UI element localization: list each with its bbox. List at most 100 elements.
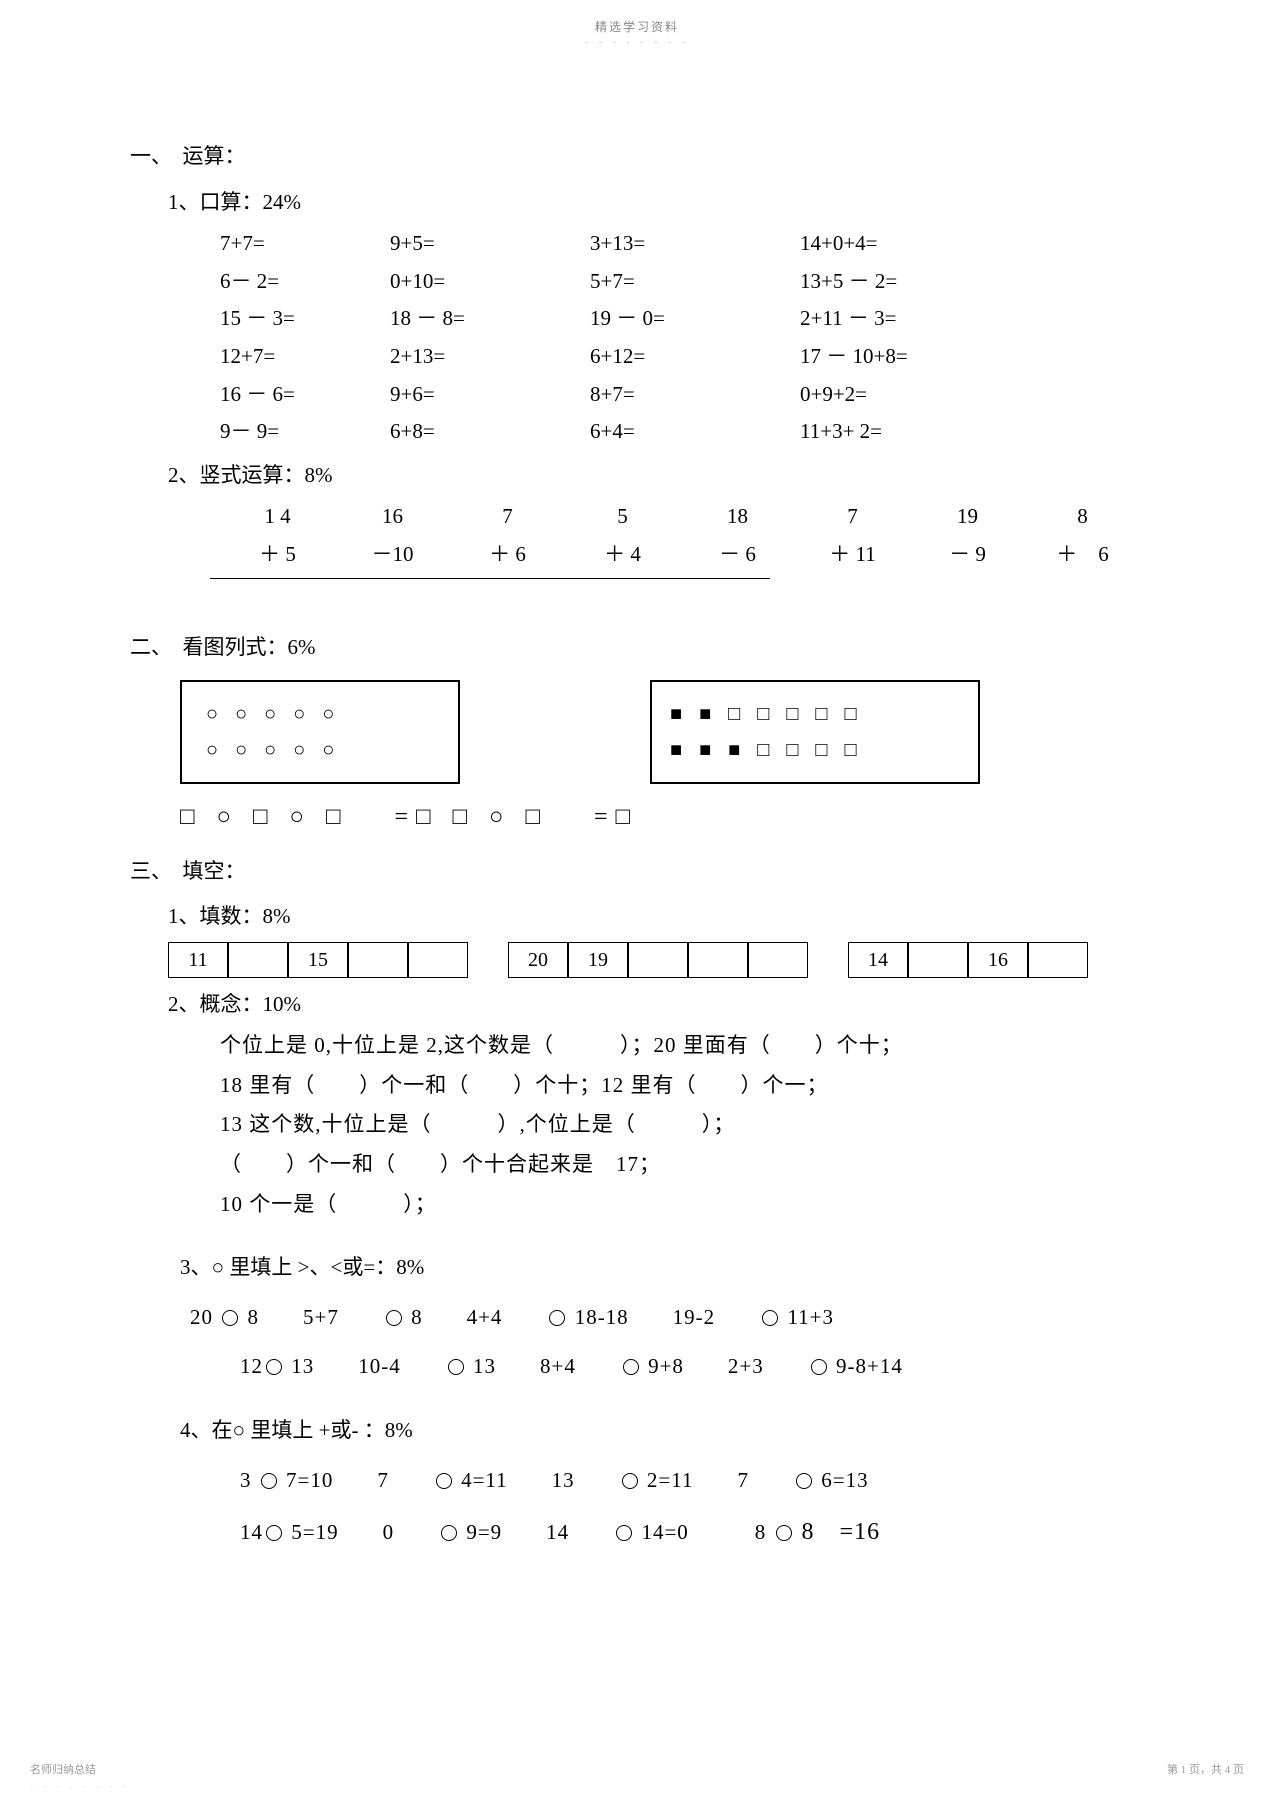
oral-cell: 8+7= [590, 378, 800, 412]
circle-icon [266, 1525, 282, 1541]
op-text: 2=11 7 [641, 1468, 793, 1492]
concept-title: 2、概念：10% [168, 988, 1180, 1022]
op-text: 3 [240, 1468, 258, 1492]
cmp-text: 13 8+4 [467, 1354, 620, 1378]
operator-line-1: 3 7=10 7 4=11 13 2=11 7 6=13 [240, 1464, 1180, 1498]
header-decoration: - - - - - - - - [0, 37, 1274, 48]
vertical-cell: 7 [450, 500, 565, 534]
shape-row: ○ ○ ○ ○ ○ [206, 696, 434, 732]
fill-cell [408, 942, 468, 978]
cmp-text: 12 [240, 1354, 263, 1378]
cmp-text: 9+8 2+3 [642, 1354, 808, 1378]
circle-icon [266, 1359, 282, 1375]
footer-right-text: 第 1 页，共 4 页 [1167, 1761, 1244, 1777]
concept-line: 18 里有（ ）个一和（ ）个十；12 里有（ ）个一； [220, 1069, 1180, 1103]
op-text: 14=0 8 [635, 1520, 772, 1544]
cmp-text: 8 4+4 [405, 1305, 547, 1329]
circle-icon [776, 1525, 792, 1541]
circle-icon [616, 1525, 632, 1541]
circle-icon [441, 1525, 457, 1541]
oral-cell: 9+6= [390, 378, 590, 412]
shapes-box-1: ○ ○ ○ ○ ○ ○ ○ ○ ○ ○ [180, 680, 460, 784]
page-header-title: 精选学习资料 [0, 0, 1274, 35]
circle-icon [448, 1359, 464, 1375]
oral-row: 7+7= 9+5= 3+13= 14+0+4= [220, 227, 1180, 261]
circle-icon [436, 1473, 452, 1489]
oral-cell: 2+11 － 3= [800, 302, 1020, 336]
fill-cell [1028, 942, 1088, 978]
circle-icon [222, 1310, 238, 1326]
circle-icon [386, 1310, 402, 1326]
fill-cell: 14 [848, 942, 908, 978]
shapes-box-2: ■ ■ □ □ □ □ □ ■ ■ ■ □ □ □ □ [650, 680, 980, 784]
oral-cell: 2+13= [390, 340, 590, 374]
cmp-text: 9-8+14 [830, 1354, 903, 1378]
seq-gap [468, 942, 508, 978]
op-text: 6=13 [815, 1468, 869, 1492]
oral-calc-title: 1、口算：24% [168, 186, 1180, 220]
oral-cell: 6+8= [390, 415, 590, 449]
concept-line: 10 个一是（ ）； [220, 1188, 1180, 1222]
fill-cell: 15 [288, 942, 348, 978]
op-text: 8 =16 [795, 1519, 881, 1545]
cmp-text: 13 10-4 [285, 1354, 445, 1378]
fill-cell: 11 [168, 942, 228, 978]
vertical-cell: ＋ 4 [565, 538, 680, 572]
circle-icon [762, 1310, 778, 1326]
section-1-heading: 一、 运算： [130, 140, 1180, 174]
operator-title: 4、在○ 里填上 +或- ：8% [180, 1414, 1180, 1448]
footer-decoration: - - - - - - - - [30, 1781, 130, 1791]
cmp-text: 11+3 [781, 1305, 834, 1329]
fill-cell [688, 942, 748, 978]
seq-gap [808, 942, 848, 978]
vertical-cell: － 6 [680, 538, 795, 572]
compare-title: 3、○ 里填上 >、<或=：8% [180, 1251, 1180, 1285]
oral-row: 9－ 9= 6+8= 6+4= 11+3+ 2= [220, 415, 1180, 449]
document-content: 一、 运算： 1、口算：24% 7+7= 9+5= 3+13= 14+0+4= … [130, 140, 1180, 1552]
fill-cell [908, 942, 968, 978]
fill-cell [628, 942, 688, 978]
shape-row: ■ ■ □ □ □ □ □ [670, 696, 960, 732]
section-2-heading: 二、 看图列式：6% [130, 631, 1180, 665]
oral-cell: 6+4= [590, 415, 800, 449]
cmp-text: 20 [190, 1305, 219, 1329]
vertical-cell: 19 [910, 500, 1025, 534]
fill-cell: 20 [508, 942, 568, 978]
vertical-cell: －10 [335, 538, 450, 572]
vertical-cell: ＋ 11 [795, 538, 910, 572]
fill-number-row: 11 15 20 19 14 16 [168, 942, 1180, 978]
fill-number-title: 1、填数：8% [168, 900, 1180, 934]
fill-cell: 19 [568, 942, 628, 978]
fill-cell [348, 942, 408, 978]
op-text: 9=9 14 [460, 1520, 613, 1544]
oral-cell: 7+7= [220, 227, 390, 261]
circle-icon [261, 1473, 277, 1489]
vertical-cell: ＋ 6 [1025, 538, 1140, 572]
circle-icon [622, 1473, 638, 1489]
oral-cell: 17 － 10+8= [800, 340, 1020, 374]
vertical-calc-title: 2、竖式运算：8% [168, 459, 1180, 493]
section-2: 二、 看图列式：6% ○ ○ ○ ○ ○ ○ ○ ○ ○ ○ ■ ■ □ □ □… [130, 631, 1180, 837]
vertical-cell: 1 4 [220, 500, 335, 534]
concept-line: 个位上是 0,十位上是 2,这个数是（ ）；20 里面有（ ）个十； [220, 1029, 1180, 1063]
vertical-cell: 7 [795, 500, 910, 534]
vertical-cell: 5 [565, 500, 680, 534]
oral-row: 12+7= 2+13= 6+12= 17 － 10+8= [220, 340, 1180, 374]
oral-cell: 16 － 6= [220, 378, 390, 412]
vertical-cell: ＋ 5 [220, 538, 335, 572]
oral-cell: 5+7= [590, 265, 800, 299]
circle-icon [623, 1359, 639, 1375]
oral-cell: 18 － 8= [390, 302, 590, 336]
vertical-cell: ＋ 6 [450, 538, 565, 572]
cmp-text: 8 5+7 [241, 1305, 383, 1329]
vertical-top-row: 1 4 16 7 5 18 7 19 8 [220, 500, 1180, 534]
vertical-cell: － 9 [910, 538, 1025, 572]
op-text: 4=11 13 [455, 1468, 619, 1492]
shape-box-row: ○ ○ ○ ○ ○ ○ ○ ○ ○ ○ ■ ■ □ □ □ □ □ ■ ■ ■ … [180, 680, 1180, 784]
fill-cell: 16 [968, 942, 1028, 978]
operator-line-2: 14 5=19 0 9=9 14 14=0 8 8 =16 [240, 1513, 1180, 1551]
oral-cell: 15 － 3= [220, 302, 390, 336]
vertical-calc-rule [210, 578, 770, 579]
circle-icon [796, 1473, 812, 1489]
oral-cell: 12+7= [220, 340, 390, 374]
